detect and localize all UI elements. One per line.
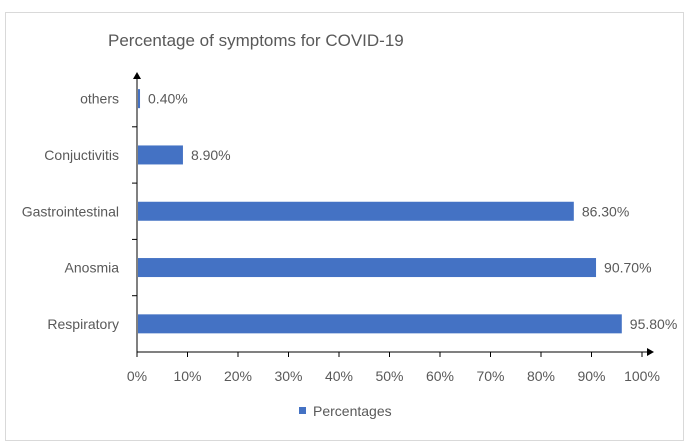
category-label: Gastrointestinal [22, 203, 119, 219]
x-tick-label: 50% [375, 368, 403, 384]
category-label: others [80, 91, 119, 107]
x-tick-label: 90% [577, 368, 605, 384]
data-label: 86.30% [582, 203, 629, 219]
category-label: Conjuctivitis [44, 147, 119, 163]
bar [138, 258, 597, 278]
y-axis-arrow-icon [133, 72, 141, 79]
x-tick-label: 70% [476, 368, 504, 384]
x-tick-label: 60% [426, 368, 454, 384]
chart-title: Percentage of symptoms for COVID-19 [108, 31, 404, 50]
bar [138, 89, 141, 109]
x-axis-arrow-icon [647, 348, 654, 356]
bar [138, 145, 183, 165]
x-tick-label: 80% [527, 368, 555, 384]
data-label: 8.90% [191, 147, 231, 163]
x-tick-label: 100% [624, 368, 660, 384]
x-tick-label: 40% [325, 368, 353, 384]
data-label: 90.70% [604, 260, 651, 276]
legend-swatch [299, 407, 306, 414]
x-tick-label: 10% [173, 368, 201, 384]
legend-label: Percentages [313, 403, 392, 419]
x-tick-label: 0% [127, 368, 147, 384]
category-label: Anosmia [65, 260, 120, 276]
x-tick-label: 20% [224, 368, 252, 384]
bar [138, 314, 622, 334]
data-label: 0.40% [148, 91, 188, 107]
x-tick-label: 30% [274, 368, 302, 384]
data-label: 95.80% [630, 316, 677, 332]
bar [138, 201, 574, 221]
category-label: Respiratory [47, 316, 119, 332]
